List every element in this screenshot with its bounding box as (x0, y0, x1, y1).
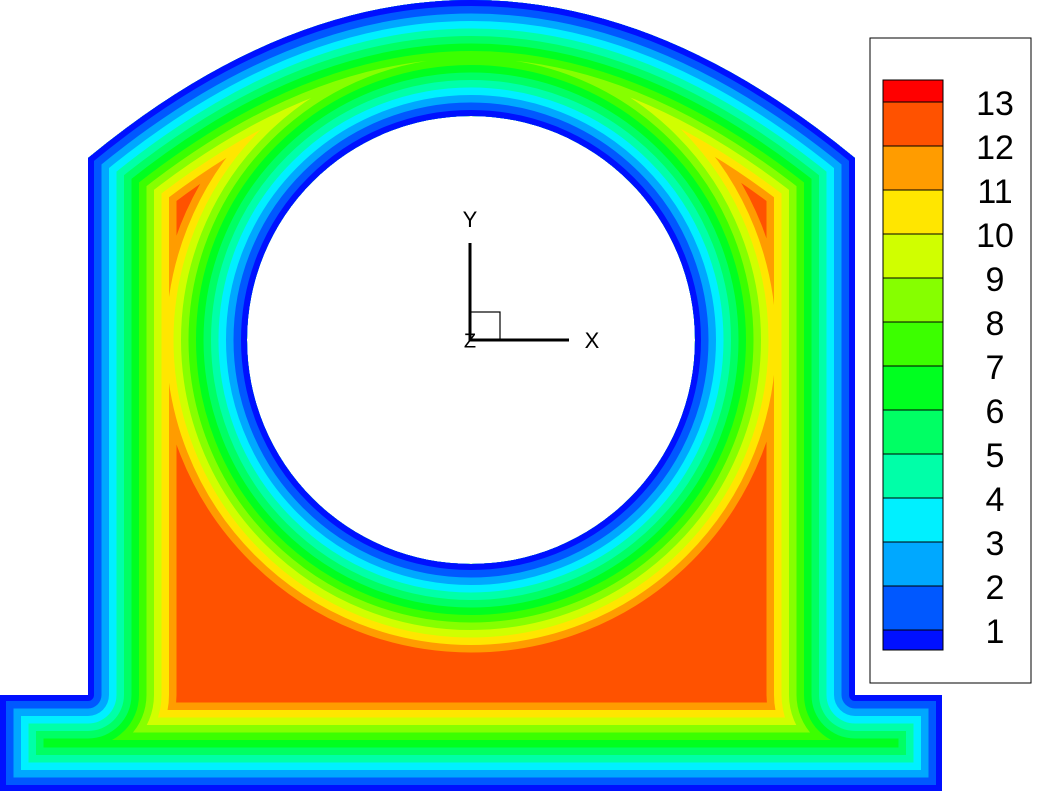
legend-label: 9 (986, 261, 1005, 299)
axis-triad: Y X Z (463, 207, 600, 353)
legend-swatch (882, 585, 944, 631)
legend-label: 2 (986, 569, 1005, 607)
legend-swatch (882, 365, 944, 411)
legend-swatch (882, 189, 944, 235)
legend-swatch (882, 233, 944, 279)
legend-swatch (882, 101, 944, 147)
y-axis-label: Y (463, 207, 478, 232)
legend-label: 5 (986, 437, 1005, 475)
legend-label: 6 (986, 393, 1005, 431)
legend-swatch (882, 145, 944, 191)
triad-box (469, 311, 501, 341)
legend-swatch (882, 497, 944, 543)
legend-label: 12 (976, 129, 1014, 167)
legend-swatch (882, 409, 944, 455)
legend-label: 10 (976, 217, 1014, 255)
legend: 13 12 11 10 9 8 7 6 5 4 3 2 1 (882, 79, 1014, 651)
legend-swatch (882, 277, 944, 323)
legend-swatch (882, 453, 944, 499)
legend-label: 11 (977, 173, 1012, 211)
legend-label: 1 (986, 613, 1005, 651)
legend-label: 4 (986, 481, 1005, 519)
legend-swatch (882, 321, 944, 367)
z-axis-label: Z (464, 330, 476, 352)
legend-label: 13 (976, 85, 1014, 123)
x-axis-label: X (585, 328, 600, 353)
legend-label: 8 (986, 305, 1005, 343)
legend-label: 3 (986, 525, 1005, 563)
legend-swatch (882, 79, 944, 103)
legend-swatch (882, 629, 944, 651)
legend-swatch (882, 541, 944, 587)
legend-label: 7 (986, 349, 1005, 387)
